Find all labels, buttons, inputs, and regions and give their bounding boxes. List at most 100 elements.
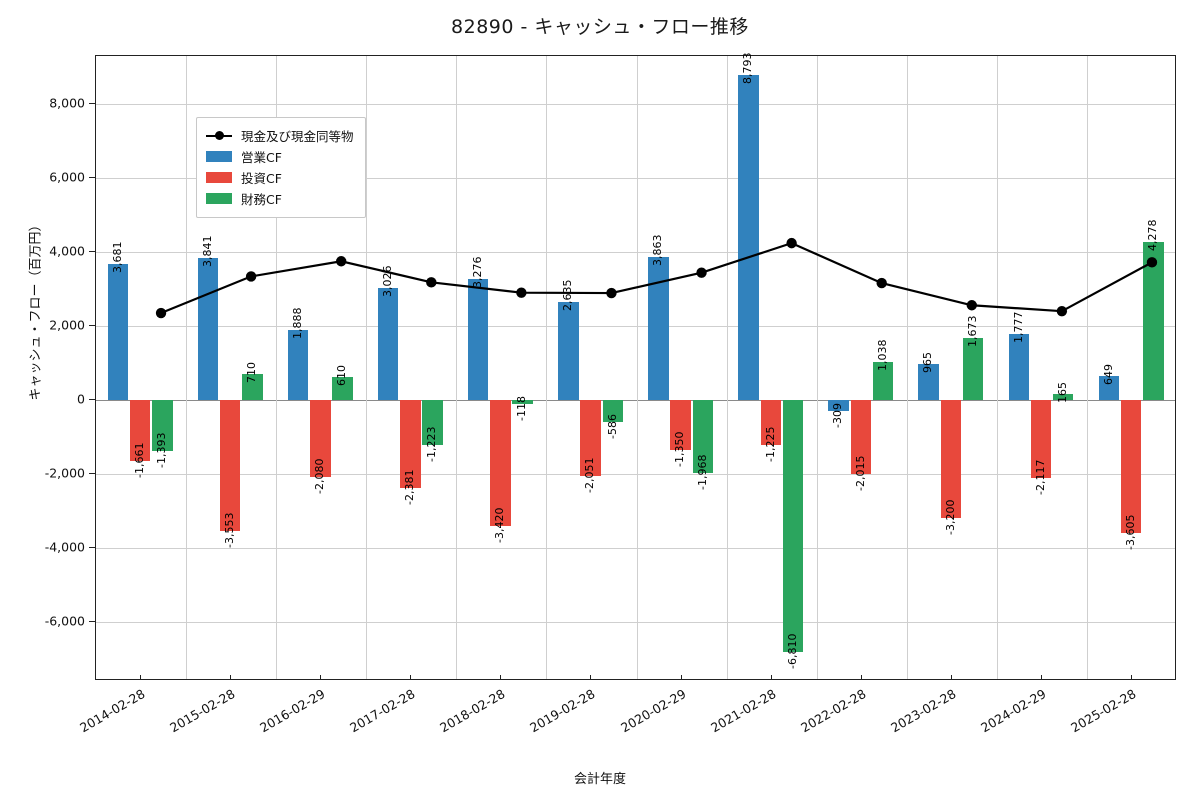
line-marker-2023-02-28[interactable] (966, 300, 977, 311)
x-tick-mark (950, 675, 952, 680)
x-tick-label-2016-02-29: 2016-02-29 (257, 686, 328, 736)
gridline-x (456, 56, 458, 679)
x-tick-mark (230, 675, 232, 680)
bar-財務CF-2017-02-28[interactable] (422, 399, 443, 446)
legend-swatch-icon (206, 151, 232, 162)
bar-営業CF-2021-02-28[interactable] (738, 74, 759, 400)
legend-item-label: 営業CF (241, 150, 282, 165)
bar-投資CF-2024-02-29[interactable] (1030, 399, 1052, 479)
y-tick-label: -4,000 (44, 539, 85, 555)
bar-value-label: 3,026 (380, 265, 394, 298)
bar-value-label: -1,223 (425, 426, 439, 463)
bar-財務CF-2022-02-28[interactable] (872, 361, 894, 400)
bar-財務CF-2021-02-28[interactable] (782, 399, 804, 652)
legend-item-label: 投資CF (241, 171, 282, 186)
bar-財務CF-2025-02-28[interactable] (1143, 241, 1164, 400)
bar-value-label: 3,863 (651, 234, 665, 267)
legend-swatch-icon (206, 193, 232, 204)
bar-投資CF-2023-02-28[interactable] (940, 399, 962, 519)
bar-営業CF-2020-02-29[interactable] (648, 257, 669, 400)
legend-line-marker-icon (206, 130, 232, 141)
bars-layer (96, 56, 1175, 679)
grid-layer (96, 56, 1175, 679)
line-marker-2025-02-28[interactable] (1146, 257, 1158, 268)
x-tick-label-2022-02-28: 2022-02-28 (797, 686, 869, 736)
y-tick-label: 6,000 (49, 169, 85, 185)
line-marker-2021-02-28[interactable] (786, 237, 797, 249)
y-tick-mark (89, 324, 95, 326)
legend-item-現金及び現金同等物[interactable]: 現金及び現金同等物 (206, 125, 354, 146)
bar-value-label: -1,661 (132, 442, 146, 479)
y-axis-ticks: 8,000 6,000 4,000 2,000 0 -2,000 -4,000 -6,000 (0, 55, 95, 680)
y-tick-mark (89, 620, 95, 622)
gridline-y (96, 178, 1175, 180)
line-marker-2022-02-28[interactable] (876, 277, 887, 289)
gridline-x (816, 56, 818, 679)
bar-投資CF-2017-02-28[interactable] (400, 399, 421, 488)
line-marker-2014-02-28[interactable] (155, 307, 167, 319)
x-tick-label-2025-02-28: 2025-02-28 (1068, 686, 1139, 736)
bar-value-label: 649 (1101, 363, 1115, 385)
bar-財務CF-2024-02-29[interactable] (1052, 393, 1074, 400)
bar-投資CF-2022-02-28[interactable] (850, 399, 872, 475)
y-tick-mark (89, 251, 95, 252)
cash-equivalents-line (155, 237, 1158, 319)
bar-投資CF-2025-02-28[interactable] (1120, 399, 1142, 534)
line-marker-2017-02-28[interactable] (426, 277, 437, 288)
bar-投資CF-2016-02-29[interactable] (310, 399, 331, 477)
bar-営業CF-2014-02-28[interactable] (107, 263, 129, 400)
line-marker-2020-02-29[interactable] (696, 267, 707, 278)
bar-営業CF-2017-02-28[interactable] (377, 288, 399, 400)
bar-value-label: 8,793 (741, 52, 755, 84)
bar-value-label: -2,117 (1033, 459, 1047, 496)
gridline-x (1086, 56, 1088, 679)
bar-財務CF-2020-02-29[interactable] (692, 399, 714, 473)
gridline-x (906, 56, 908, 679)
bar-営業CF-2018-02-28[interactable] (468, 278, 489, 400)
bar-財務CF-2018-02-28[interactable] (512, 399, 533, 405)
plot-area: 3,681 3,841 1,888 3,026 3,276 2,635 3,863 8,793… (95, 52, 1176, 680)
line-marker-2016-02-29[interactable] (336, 256, 347, 267)
bar-財務CF-2016-02-29[interactable] (332, 377, 353, 400)
bar-営業CF-2022-02-28[interactable] (828, 399, 849, 412)
bar-投資CF-2019-02-28[interactable] (580, 399, 601, 476)
bar-投資CF-2020-02-29[interactable] (670, 399, 691, 450)
bar-財務CF-2015-02-28[interactable] (242, 373, 263, 400)
gridline-y (96, 325, 1175, 327)
bar-財務CF-2014-02-28[interactable] (152, 399, 173, 452)
bar-営業CF-2016-02-29[interactable] (287, 330, 309, 400)
bar-投資CF-2021-02-28[interactable] (760, 399, 781, 446)
bar-営業CF-2023-02-28[interactable] (918, 364, 939, 400)
zero-line (96, 399, 1175, 402)
legend-item-財務CF[interactable]: 財務CF (206, 188, 354, 209)
x-axis-label: 会計年度 (573, 772, 626, 787)
x-tick-mark (680, 675, 682, 680)
line-marker-2019-02-28[interactable] (606, 287, 617, 299)
bar-営業CF-2015-02-28[interactable] (197, 257, 219, 400)
legend-item-投資CF[interactable]: 投資CF (206, 167, 354, 188)
bar-財務CF-2023-02-28[interactable] (962, 338, 984, 400)
line-marker-2018-02-28[interactable] (516, 287, 527, 298)
bar-営業CF-2019-02-28[interactable] (558, 302, 579, 400)
bar-value-label: -2,051 (583, 457, 597, 493)
bar-value-label: -1,393 (155, 432, 169, 469)
chart-legend[interactable]: 現金及び現金同等物営業CF 投資CF 財務CF (196, 117, 366, 218)
bar-value-label: -309 (831, 403, 845, 429)
bar-value-label: -3,420 (493, 507, 507, 544)
legend-item-営業CF[interactable]: 営業CF (206, 146, 354, 167)
bar-投資CF-2015-02-28[interactable] (220, 399, 241, 532)
bar-財務CF-2019-02-28[interactable] (602, 399, 623, 422)
bar-value-label: -1,350 (673, 431, 687, 467)
y-tick-mark (89, 103, 95, 105)
bar-営業CF-2025-02-28[interactable] (1098, 375, 1120, 400)
bar-投資CF-2014-02-28[interactable] (129, 399, 151, 462)
line-marker-2024-02-29[interactable] (1056, 305, 1068, 317)
gridline-x (276, 56, 278, 679)
bar-value-label: 4,278 (1146, 219, 1160, 251)
bar-営業CF-2024-02-29[interactable] (1008, 334, 1029, 400)
line-marker-2015-02-28[interactable] (245, 271, 257, 282)
bar-value-label: -1,225 (763, 426, 777, 463)
gridline-x (636, 56, 638, 679)
bar-投資CF-2018-02-28[interactable] (490, 399, 511, 527)
